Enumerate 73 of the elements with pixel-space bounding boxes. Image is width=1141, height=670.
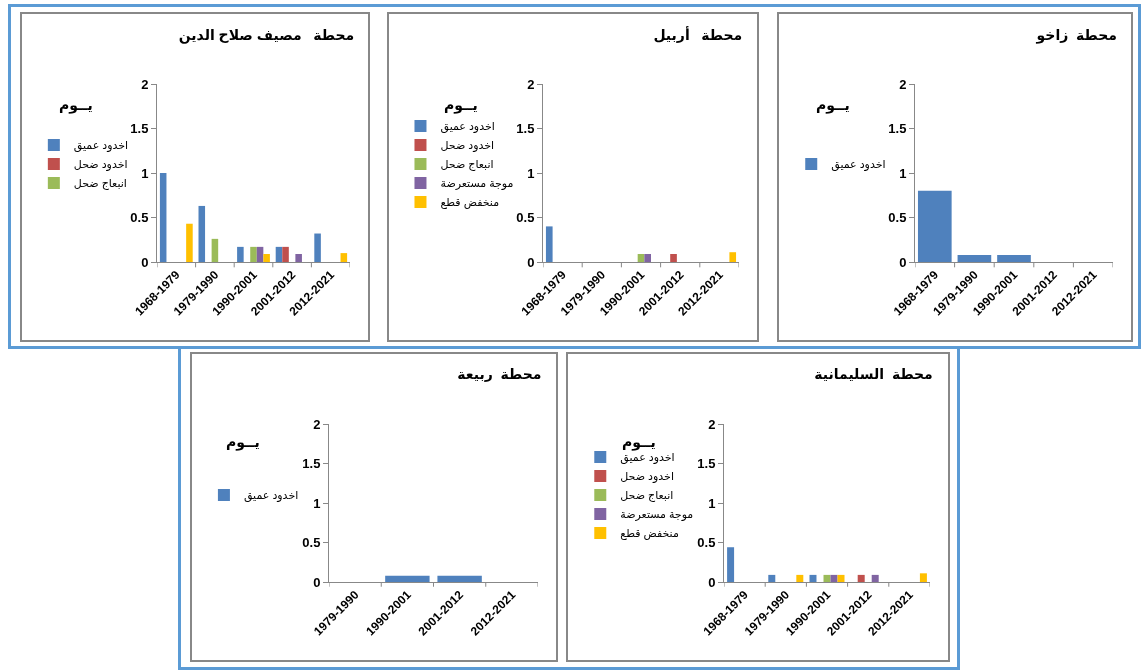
y-tick-label: 0 bbox=[899, 254, 907, 270]
y-tick-label: 2 bbox=[141, 76, 149, 92]
legend-label: موجة مستعرضة bbox=[620, 508, 694, 522]
y-tick-label: 0 bbox=[313, 574, 321, 590]
y-tick-label: 0 bbox=[141, 254, 149, 270]
bar bbox=[186, 223, 193, 262]
bar bbox=[823, 574, 831, 582]
y-tick-label: 1 bbox=[527, 165, 535, 181]
bar bbox=[919, 573, 927, 582]
y-tick-label: 1.5 bbox=[697, 456, 716, 472]
y-tick-label: 2 bbox=[899, 76, 907, 92]
legend-label: منخفض قطع bbox=[620, 527, 679, 541]
legend-label: اخدود ضحل bbox=[620, 470, 674, 484]
y-axis-title: يــوم bbox=[816, 97, 850, 114]
y-tick-label: 1 bbox=[313, 495, 321, 511]
chart-title: محطة مصيف صلاح الدين bbox=[178, 27, 355, 45]
bar bbox=[837, 574, 845, 582]
legend-label: اخدود عميق bbox=[831, 158, 886, 173]
y-tick-label: 1 bbox=[708, 495, 716, 511]
bar bbox=[211, 238, 219, 262]
legend-label: اخدود عميق bbox=[620, 451, 675, 466]
bar bbox=[250, 246, 257, 262]
bar bbox=[159, 173, 167, 262]
bar bbox=[796, 574, 804, 582]
legend-label: انبعاج ضحل bbox=[73, 177, 127, 191]
legend-label: اخدود عميق bbox=[73, 139, 129, 154]
y-tick-label: 0.5 bbox=[130, 210, 149, 226]
y-tick-label: 0.5 bbox=[516, 210, 535, 226]
bar bbox=[768, 574, 776, 582]
bar bbox=[340, 253, 348, 262]
legend-label: اخدود ضحل bbox=[73, 158, 128, 172]
y-axis-title: يــوم bbox=[622, 434, 656, 451]
bar bbox=[830, 574, 838, 582]
bar bbox=[727, 547, 735, 582]
bar bbox=[809, 574, 817, 582]
legend-label: منخفض قطع bbox=[440, 196, 500, 210]
chart-title: محطة ربيعة bbox=[457, 366, 542, 383]
y-axis-title: يــوم bbox=[226, 434, 260, 451]
bar bbox=[198, 205, 206, 262]
y-tick-label: 0.5 bbox=[302, 535, 321, 551]
y-tick-label: 1.5 bbox=[888, 121, 907, 137]
y-tick-label: 1 bbox=[141, 165, 149, 181]
bar bbox=[237, 246, 244, 262]
legend-label: اخدود ضحل bbox=[440, 139, 495, 153]
y-axis-title: يــوم bbox=[444, 97, 478, 114]
bar bbox=[871, 574, 879, 582]
legend-label: انبعاج ضحل bbox=[440, 158, 494, 172]
legend-label: موجة مستعرضة bbox=[440, 177, 514, 191]
chart-title: محطة زاخو bbox=[1035, 27, 1117, 45]
bar bbox=[314, 233, 321, 262]
legend-label: اخدود عميق bbox=[440, 120, 495, 135]
y-tick-label: 2 bbox=[708, 416, 716, 432]
y-tick-label: 0.5 bbox=[888, 210, 907, 226]
bar bbox=[857, 574, 865, 582]
y-tick-label: 0 bbox=[708, 574, 716, 590]
y-tick-label: 1.5 bbox=[302, 456, 321, 472]
bar bbox=[295, 253, 302, 262]
y-tick-label: 1.5 bbox=[516, 121, 535, 137]
y-tick-label: 1 bbox=[899, 165, 907, 181]
y-tick-label: 1.5 bbox=[130, 121, 149, 137]
chart-title: محطة أربيل bbox=[653, 26, 743, 44]
y-axis-title: يــوم bbox=[59, 97, 93, 114]
legend-label: اخدود عميق bbox=[243, 489, 299, 504]
legend-label: انبعاج ضحل bbox=[620, 489, 674, 503]
bar bbox=[282, 246, 289, 262]
y-tick-label: 0 bbox=[527, 254, 535, 270]
y-tick-label: 2 bbox=[527, 76, 535, 92]
bar bbox=[256, 246, 264, 262]
chart-title: محطة السليمانية bbox=[814, 366, 933, 383]
bar bbox=[263, 253, 270, 262]
y-tick-label: 0.5 bbox=[697, 535, 716, 551]
bar bbox=[275, 246, 283, 262]
y-tick-label: 2 bbox=[313, 416, 321, 432]
